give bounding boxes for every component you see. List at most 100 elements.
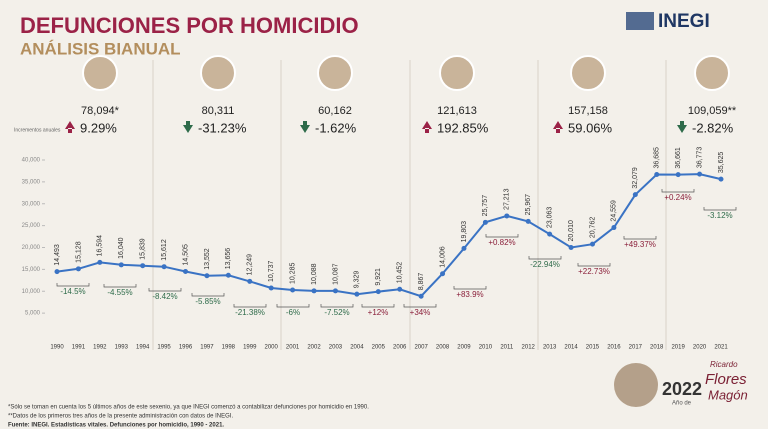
point: [525, 218, 531, 224]
x-tick-label: 2002: [307, 345, 321, 351]
value-label: 10,737: [268, 261, 275, 283]
badge: 2022 Año de Ricardo Flores Magón: [614, 360, 748, 407]
logo: INEGI: [626, 11, 710, 32]
value-label: 10,088: [311, 263, 318, 285]
change-label: +0.82%: [488, 238, 515, 247]
y-axis-label: Incrementos anuales: [14, 127, 61, 133]
point: [397, 286, 403, 292]
x-tick-label: 1994: [136, 345, 150, 351]
bracket: [56, 283, 90, 287]
value-label: 10,285: [289, 262, 296, 284]
point: [225, 272, 231, 278]
arrow-up: [553, 121, 563, 133]
portrait: [694, 55, 730, 91]
x-tick-label: 2013: [543, 345, 557, 351]
total: 78,094*: [81, 105, 120, 117]
change-label: -5.85%: [195, 297, 220, 306]
point: [440, 271, 446, 277]
point: [611, 225, 617, 231]
change-label: -3.12%: [707, 211, 732, 220]
point: [332, 288, 338, 294]
arrow-down: [300, 121, 310, 133]
point: [247, 278, 253, 284]
bracket: [276, 304, 310, 308]
badge-text: Flores: [705, 371, 747, 388]
point: [504, 213, 510, 219]
point: [568, 244, 574, 250]
badge-text: Magón: [708, 387, 748, 402]
change-label: -6%: [286, 308, 300, 317]
total: 109,059**: [688, 105, 737, 117]
logo-mark: [626, 12, 654, 30]
change: 59.06%: [568, 120, 613, 135]
point: [268, 285, 274, 291]
x-tick-label: 2017: [629, 345, 643, 351]
x-tick-label: 2012: [522, 345, 536, 351]
bracket: [528, 256, 562, 260]
change: -2.82%: [692, 120, 734, 135]
bracket: [485, 234, 519, 238]
point: [290, 287, 296, 293]
point: [75, 266, 81, 272]
total: 157,158: [568, 105, 608, 117]
point: [654, 172, 660, 178]
change: -1.62%: [315, 120, 357, 135]
x-tick-label: 1992: [93, 345, 107, 351]
title: DEFUNCIONES POR HOMICIDIO: [20, 13, 359, 38]
point: [161, 264, 167, 270]
bracket: [661, 189, 695, 193]
point: [311, 288, 317, 294]
value-label: 32,079: [632, 167, 639, 189]
x-tick-label: 1993: [115, 345, 129, 351]
point: [718, 176, 724, 182]
change-label: -22.94%: [530, 260, 560, 269]
bracket: [577, 263, 611, 267]
value-label: 15,839: [140, 238, 147, 260]
change-label: -21.38%: [235, 308, 265, 317]
bracket: [103, 284, 137, 288]
value-label: 16,594: [97, 235, 104, 257]
x-tick-label: 2015: [586, 345, 600, 351]
change-label: -7.52%: [324, 308, 349, 317]
value-label: 35,625: [718, 152, 725, 174]
value-label: 15,128: [75, 241, 82, 263]
arrow-down: [183, 121, 193, 133]
x-tick-label: 1998: [222, 345, 236, 351]
value-label: 13,656: [225, 248, 232, 270]
value-label: 20,010: [568, 220, 575, 242]
value-label: 8,867: [418, 273, 425, 291]
point: [589, 241, 595, 247]
change: -31.23%: [198, 120, 247, 135]
point: [54, 269, 60, 275]
x-tick-label: 1990: [50, 345, 64, 351]
y-tick-label: 5,000: [25, 311, 41, 317]
x-tick-label: 1991: [72, 345, 86, 351]
y-tick-label: 10,000: [22, 289, 41, 295]
x-tick-label: 2001: [286, 345, 300, 351]
y-tick-label: 40,000: [22, 158, 41, 164]
change-label: +0.24%: [664, 193, 691, 202]
value-label: 13,552: [204, 248, 211, 270]
value-label: 27,213: [504, 188, 511, 210]
value-label: 24,559: [611, 200, 618, 222]
x-tick-label: 2003: [329, 345, 343, 351]
value-label: 10,452: [397, 262, 404, 284]
y-tick-label: 35,000: [22, 179, 41, 185]
bracket: [703, 207, 737, 211]
bracket: [403, 304, 437, 308]
line: [56, 173, 722, 298]
point: [183, 269, 189, 275]
point: [375, 289, 381, 295]
subtitle: ANÁLISIS BIANUAL: [20, 39, 181, 58]
change: 192.85%: [437, 120, 489, 135]
bracket: [623, 236, 657, 240]
total: 121,613: [437, 105, 477, 117]
change-label: +83.9%: [456, 290, 483, 299]
value-label: 9,329: [354, 271, 361, 289]
x-tick-label: 2004: [350, 345, 364, 351]
x-tick-label: 2014: [564, 345, 578, 351]
point: [697, 171, 703, 177]
x-tick-label: 2009: [457, 345, 471, 351]
y-tick-label: 15,000: [22, 267, 41, 273]
